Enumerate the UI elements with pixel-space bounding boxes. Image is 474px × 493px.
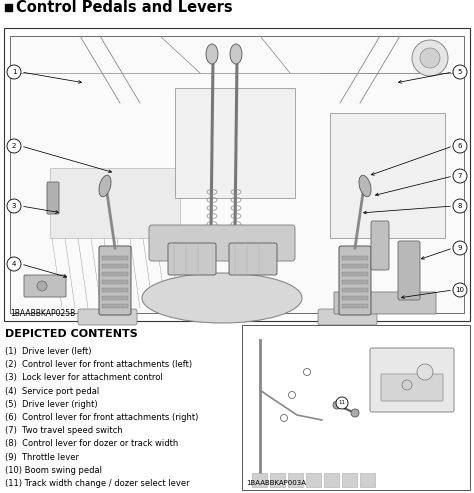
Text: 1: 1: [12, 69, 16, 75]
Circle shape: [7, 257, 21, 271]
Text: (6)  Control lever for front attachments (right): (6) Control lever for front attachments …: [5, 413, 199, 422]
Bar: [342, 272, 368, 276]
Circle shape: [453, 169, 467, 183]
Circle shape: [333, 401, 341, 409]
Bar: [288, 473, 303, 487]
Circle shape: [37, 281, 47, 291]
Bar: [360, 473, 375, 487]
FancyBboxPatch shape: [334, 292, 436, 314]
Bar: [50, 168, 180, 238]
Text: (5)  Drive lever (right): (5) Drive lever (right): [5, 400, 98, 409]
Circle shape: [453, 283, 467, 297]
Circle shape: [402, 380, 412, 390]
Text: (7)  Two travel speed switch: (7) Two travel speed switch: [5, 426, 123, 435]
Circle shape: [453, 139, 467, 153]
Bar: [5, 4, 12, 11]
Text: 11: 11: [338, 400, 346, 406]
Bar: [242, 325, 470, 490]
Circle shape: [7, 65, 21, 79]
FancyBboxPatch shape: [99, 246, 131, 315]
Text: DEPICTED CONTENTS: DEPICTED CONTENTS: [5, 329, 138, 339]
Ellipse shape: [142, 273, 302, 323]
Bar: [175, 88, 295, 198]
Text: 6: 6: [458, 143, 462, 149]
Bar: [102, 288, 128, 292]
Ellipse shape: [359, 176, 371, 197]
Text: 9: 9: [458, 245, 462, 251]
Bar: [342, 473, 357, 487]
Circle shape: [289, 391, 295, 398]
FancyBboxPatch shape: [339, 246, 371, 315]
Text: (2)  Control lever for front attachments (left): (2) Control lever for front attachments …: [5, 360, 192, 369]
FancyBboxPatch shape: [47, 182, 59, 214]
Text: 4: 4: [12, 261, 16, 267]
Text: 8: 8: [458, 203, 462, 209]
Circle shape: [351, 409, 359, 417]
FancyBboxPatch shape: [398, 241, 420, 300]
Circle shape: [453, 65, 467, 79]
Ellipse shape: [230, 44, 242, 64]
FancyBboxPatch shape: [229, 243, 277, 275]
FancyBboxPatch shape: [381, 374, 443, 401]
Text: Control Pedals and Levers: Control Pedals and Levers: [16, 0, 233, 15]
Circle shape: [336, 397, 348, 409]
Circle shape: [7, 199, 21, 213]
Bar: [342, 304, 368, 308]
Bar: [10, 36, 464, 313]
Bar: [330, 113, 445, 238]
Bar: [102, 280, 128, 284]
Bar: [102, 304, 128, 308]
Text: 1BAABBKAP025B: 1BAABBKAP025B: [10, 309, 75, 318]
Bar: [324, 473, 339, 487]
FancyBboxPatch shape: [78, 309, 137, 325]
Bar: [102, 272, 128, 276]
FancyBboxPatch shape: [168, 243, 216, 275]
Bar: [270, 473, 285, 487]
Bar: [342, 280, 368, 284]
FancyBboxPatch shape: [370, 348, 454, 412]
Circle shape: [453, 241, 467, 255]
Bar: [306, 473, 321, 487]
Ellipse shape: [206, 44, 218, 64]
Bar: [252, 473, 267, 487]
Text: (9)  Throttle lever: (9) Throttle lever: [5, 453, 79, 461]
Circle shape: [420, 48, 440, 68]
Circle shape: [417, 364, 433, 380]
Bar: [4, 28, 470, 321]
Text: (3)  Lock lever for attachment control: (3) Lock lever for attachment control: [5, 373, 163, 383]
Circle shape: [453, 199, 467, 213]
Text: (11) Track width change / dozer select lever: (11) Track width change / dozer select l…: [5, 479, 190, 488]
FancyBboxPatch shape: [149, 225, 295, 261]
Text: (8)  Control lever for dozer or track width: (8) Control lever for dozer or track wid…: [5, 439, 178, 449]
Bar: [342, 264, 368, 268]
Circle shape: [281, 415, 288, 422]
Bar: [342, 288, 368, 292]
Text: 3: 3: [12, 203, 16, 209]
FancyBboxPatch shape: [318, 309, 377, 325]
Text: (10) Boom swing pedal: (10) Boom swing pedal: [5, 466, 102, 475]
Text: 5: 5: [458, 69, 462, 75]
Text: (4)  Service port pedal: (4) Service port pedal: [5, 387, 99, 395]
Bar: [102, 264, 128, 268]
Circle shape: [7, 139, 21, 153]
FancyBboxPatch shape: [371, 221, 389, 270]
Text: 2: 2: [12, 143, 16, 149]
Text: 10: 10: [456, 287, 465, 293]
Ellipse shape: [99, 176, 111, 197]
Bar: [342, 296, 368, 300]
Text: 7: 7: [458, 173, 462, 179]
Bar: [342, 256, 368, 260]
Text: (1)  Drive lever (left): (1) Drive lever (left): [5, 347, 91, 356]
Circle shape: [303, 368, 310, 376]
Bar: [102, 296, 128, 300]
Circle shape: [412, 40, 448, 76]
Bar: [102, 256, 128, 260]
Text: 1BAABBKAP003A: 1BAABBKAP003A: [246, 480, 306, 486]
FancyBboxPatch shape: [24, 275, 66, 297]
